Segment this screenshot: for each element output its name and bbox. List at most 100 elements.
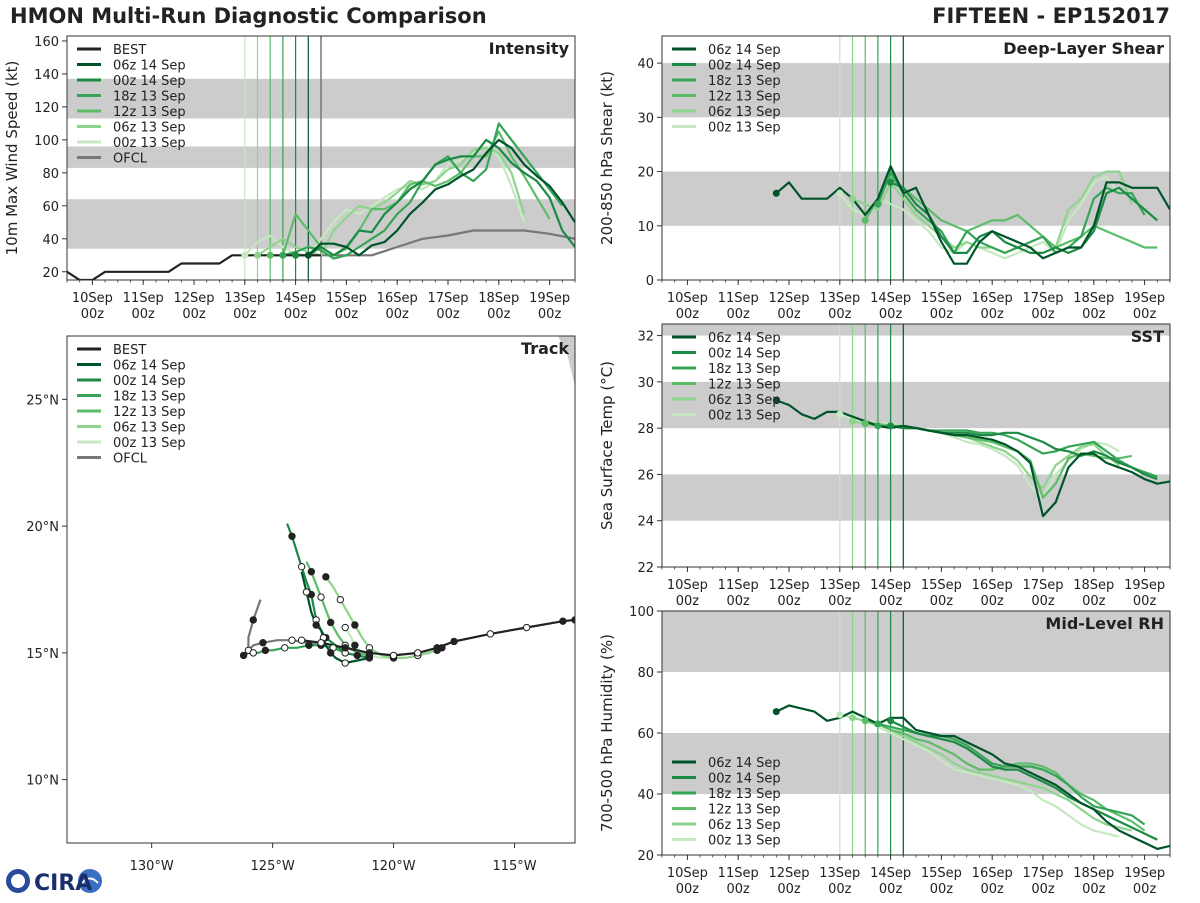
x-tick-label: 13Sep xyxy=(224,291,265,306)
track-point xyxy=(322,573,330,581)
panel-track: 130°W 125°W 120°W 115°W 10°N 15°N 20°N 25°N Trac… xyxy=(26,335,576,874)
track-point xyxy=(389,651,398,660)
x-tick-label: 18Sep xyxy=(1073,866,1114,881)
track-point xyxy=(259,639,267,647)
track-point xyxy=(302,588,311,596)
y-tick-label: 60 xyxy=(637,727,654,742)
x-tick-label-hour: 00z xyxy=(132,307,156,322)
track-point xyxy=(450,637,458,646)
y-tick-label: 20 xyxy=(637,849,654,864)
track-point xyxy=(559,617,567,625)
x-tick-label-hour: 00z xyxy=(1082,882,1106,897)
cira-logo: CIRA xyxy=(4,866,104,903)
x-tick-label: 11Sep xyxy=(123,291,164,306)
x-tick-label: 12Sep xyxy=(768,291,809,306)
legend-label: 06z 13 Sep xyxy=(708,105,781,120)
legend-label: 18z 13 Sep xyxy=(113,390,186,405)
x-tick-label-hour: 00z xyxy=(828,882,852,897)
legend-label: 00z 14 Sep xyxy=(708,59,781,74)
x-tick-label-hour: 00z xyxy=(1031,882,1055,897)
panel-intensity: 10Sep00z11Sep00z12Sep00z13Sep00z14Sep00z… xyxy=(3,35,576,322)
x-tick-label-hour: 00z xyxy=(879,594,903,609)
x-tick-label: 10Sep xyxy=(72,291,113,306)
series-line-06z-14-Sep xyxy=(775,165,1170,265)
x-tick-label-hour: 00z xyxy=(1133,882,1157,897)
x-tick-label-hour: 00z xyxy=(1133,307,1157,322)
track-point xyxy=(486,630,495,638)
y-tick-label: 25°N xyxy=(26,393,59,408)
y-axis-label: 700-500 hPa Humidity (%) xyxy=(598,634,616,832)
x-tick-label: 17Sep xyxy=(1022,866,1063,881)
legend-label: BEST xyxy=(113,43,146,58)
x-tick-label: 11Sep xyxy=(718,866,759,881)
track-point xyxy=(297,562,306,571)
legend-label: 06z 14 Sep xyxy=(708,756,781,771)
x-tick-label-hour: 00z xyxy=(727,307,751,322)
legend-label: OFCL xyxy=(113,152,148,167)
shade-band xyxy=(662,474,1170,521)
x-tick-label: 10Sep xyxy=(667,291,708,306)
x-tick-label-hour: 00z xyxy=(981,307,1005,322)
x-tick-label-hour: 00z xyxy=(487,307,511,322)
init-point-00z-14-Sep xyxy=(292,251,300,259)
track-point xyxy=(288,636,296,644)
legend-label: 06z 14 Sep xyxy=(708,331,781,346)
track-point xyxy=(249,649,257,657)
x-tick-label-hour: 00z xyxy=(233,307,257,322)
series-line-06z-13-Sep xyxy=(852,716,1133,832)
legend-label: 06z 13 Sep xyxy=(113,421,186,436)
series-line-00z-14-Sep xyxy=(890,719,1158,841)
panel-title: SST xyxy=(1131,327,1164,346)
x-tick-label-hour: 00z xyxy=(386,307,410,322)
x-tick-label-hour: 00z xyxy=(981,594,1005,609)
legend-label: 00z 13 Sep xyxy=(113,436,186,451)
panel-rh: 10Sep00z11Sep00z12Sep00z13Sep00z14Sep00z… xyxy=(598,605,1171,897)
y-tick-label: 10 xyxy=(637,220,654,235)
x-tick-label-hour: 00z xyxy=(879,882,903,897)
y-tick-label: 15°N xyxy=(26,647,59,662)
track-point xyxy=(341,623,349,632)
x-tick-label-hour: 00z xyxy=(727,594,751,609)
legend-label: 00z 13 Sep xyxy=(708,409,781,424)
track-point xyxy=(281,644,289,652)
legend-label: 00z 14 Sep xyxy=(113,74,186,89)
shade-band xyxy=(662,381,1170,429)
x-tick-label: 13Sep xyxy=(819,866,860,881)
track-point xyxy=(305,641,313,649)
x-tick-label-hour: 00z xyxy=(777,594,801,609)
track-point xyxy=(351,621,359,629)
x-tick-label: 10Sep xyxy=(667,578,708,593)
track-point xyxy=(317,593,325,601)
x-tick-label: 10Sep xyxy=(667,866,708,881)
legend-label: 00z 13 Sep xyxy=(113,136,186,151)
legend-label: 06z 13 Sep xyxy=(113,121,186,136)
x-tick-label: 14Sep xyxy=(870,866,911,881)
init-point-12z-13-Sep xyxy=(861,216,869,224)
legend-label: 00z 14 Sep xyxy=(708,347,781,362)
plot-area-track xyxy=(239,336,575,667)
x-tick-label: 13Sep xyxy=(819,578,860,593)
init-point-06z-13-Sep xyxy=(849,714,856,722)
x-tick-label-hour: 00z xyxy=(777,307,801,322)
axes-frame xyxy=(66,335,576,844)
plot-area-sst xyxy=(662,324,1170,567)
legend-label: 18z 13 Sep xyxy=(708,362,781,377)
x-tick-label: 16Sep xyxy=(972,866,1013,881)
panel-title: Track xyxy=(521,339,569,358)
init-point-00z-14-Sep xyxy=(887,178,895,186)
series-line-00z-14-Sep xyxy=(295,138,575,257)
x-tick-label: 18Sep xyxy=(1073,578,1114,593)
x-tick-label: 15Sep xyxy=(921,578,962,593)
axes-frame xyxy=(661,35,1171,281)
legend-label: 18z 13 Sep xyxy=(708,74,781,89)
track-point xyxy=(261,646,270,655)
track-line-BEST xyxy=(301,618,575,657)
y-axis-label: 10m Max Wind Speed (kt) xyxy=(3,61,21,256)
y-axis-label: 200-850 hPa Shear (kt) xyxy=(598,71,616,245)
x-tick-label-hour: 00z xyxy=(436,307,460,322)
x-tick-label-hour: 00z xyxy=(182,307,206,322)
panel-title: Mid-Level RH xyxy=(1045,614,1164,633)
x-tick-label: 120°W xyxy=(371,859,415,874)
